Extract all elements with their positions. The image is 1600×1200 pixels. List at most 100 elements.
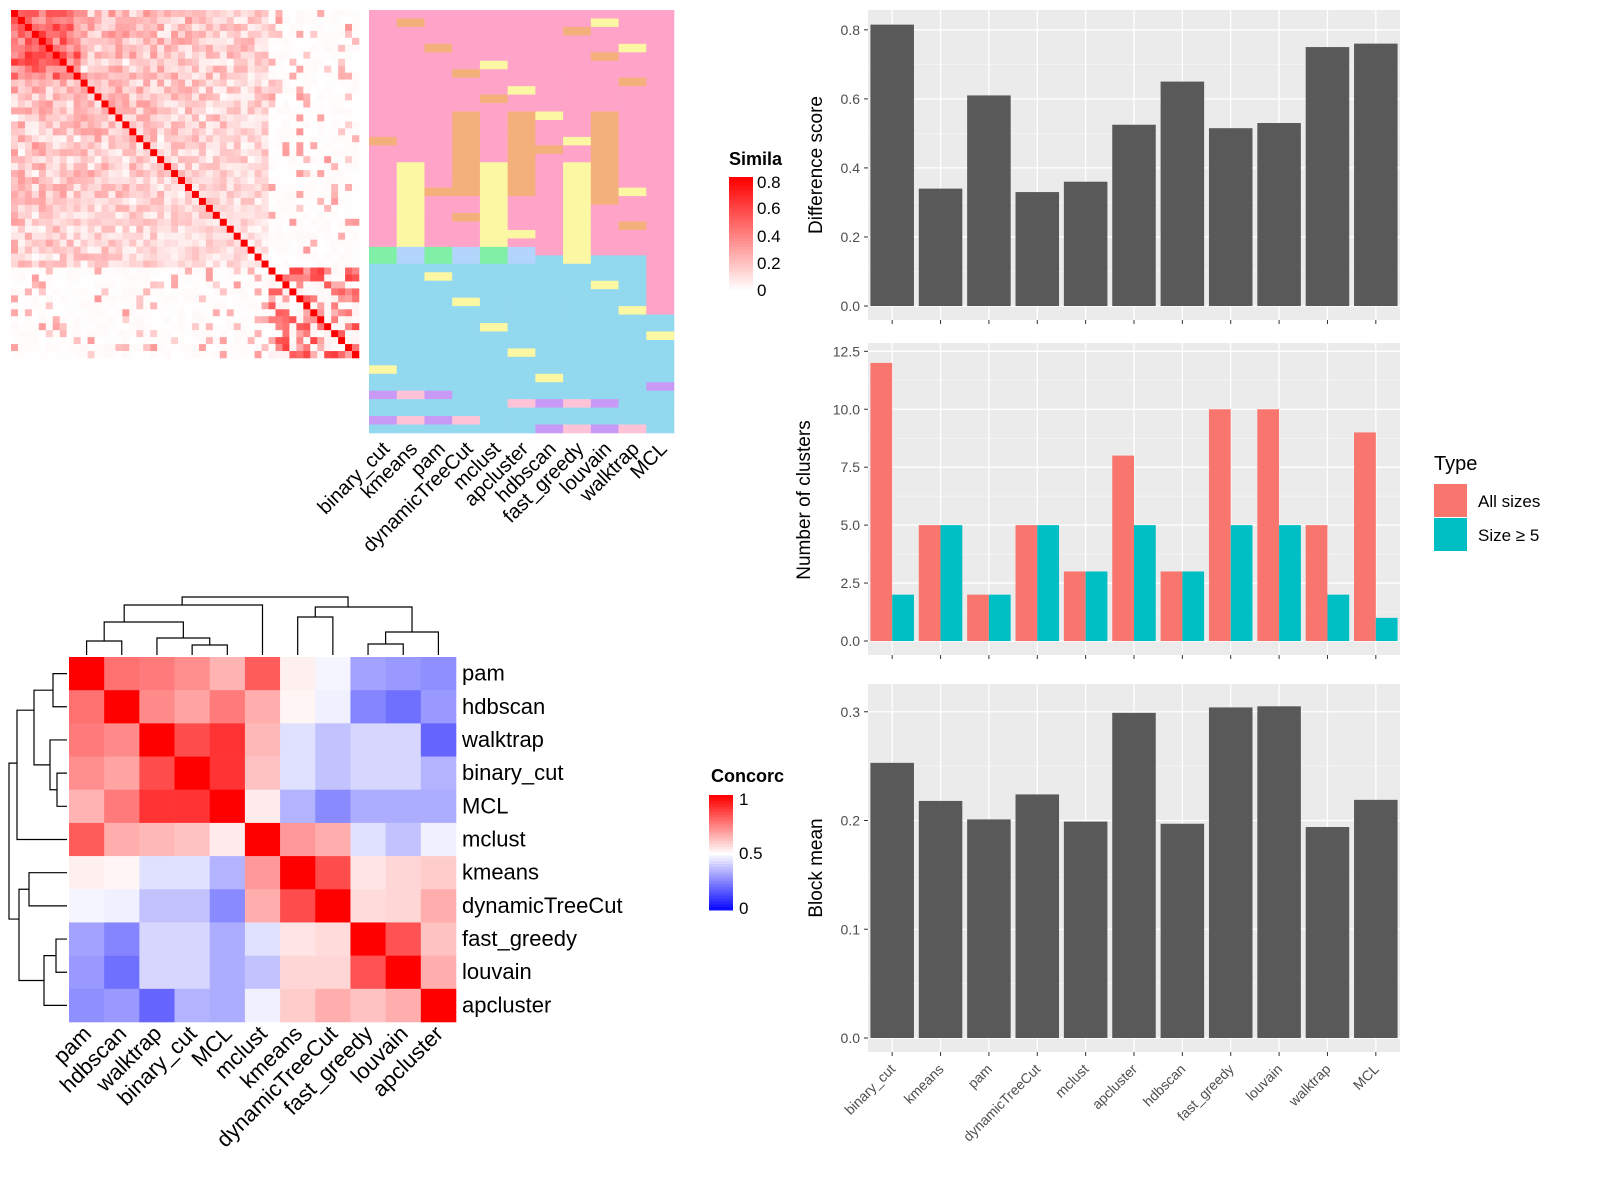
- similarity-cell: [87, 58, 95, 66]
- similarity-cell: [66, 51, 74, 60]
- concordance-cell: [420, 789, 457, 824]
- similarity-cell: [24, 323, 33, 331]
- similarity-cell: [198, 260, 207, 268]
- annotation-cell: [396, 407, 425, 417]
- similarity-cell: [122, 330, 130, 338]
- similarity-cell: [31, 232, 40, 240]
- similarity-cell: [233, 44, 241, 53]
- similarity-cell: [338, 86, 346, 94]
- similarity-cell: [261, 232, 269, 240]
- similarity-cell: [212, 10, 221, 18]
- similarity-cell: [317, 197, 325, 206]
- similarity-cell: [324, 121, 332, 129]
- similarity-cell: [310, 100, 318, 108]
- similarity-cell: [338, 114, 346, 122]
- similarity-cell: [338, 232, 346, 240]
- similarity-cell: [185, 218, 193, 227]
- similarity-cell: [73, 295, 81, 303]
- annotation-cell: [563, 213, 592, 222]
- similarity-cell: [164, 72, 172, 80]
- similarity-cell: [219, 128, 228, 136]
- bar-all-sizes: [1063, 571, 1086, 641]
- bar-all-sizes: [1112, 455, 1134, 641]
- similarity-cell: [17, 267, 26, 275]
- similarity-cell: [143, 316, 151, 324]
- annotation-cell: [563, 136, 592, 146]
- similarity-cell: [247, 37, 255, 46]
- similarity-cell: [275, 260, 283, 268]
- similarity-cell: [108, 107, 116, 115]
- similarity-cell: [178, 190, 186, 199]
- similarity-cell: [205, 330, 214, 338]
- annotation-cell: [618, 348, 647, 358]
- annotation-cell: [563, 60, 592, 70]
- similarity-cell: [296, 309, 304, 317]
- similarity-cell: [233, 65, 241, 73]
- similarity-cell: [317, 44, 325, 53]
- similarity-cell: [282, 204, 290, 213]
- annotation-cell: [479, 424, 508, 434]
- similarity-cell: [233, 316, 241, 324]
- similarity-cell: [178, 330, 186, 338]
- annotation-cell: [452, 213, 481, 222]
- y-tick-label: 0.3: [841, 704, 861, 720]
- similarity-cell: [17, 344, 26, 352]
- similarity-cell: [226, 170, 235, 178]
- similarity-cell: [164, 211, 172, 220]
- similarity-cell: [282, 288, 290, 296]
- annotation-cell: [535, 399, 564, 408]
- similarity-cell: [178, 170, 186, 178]
- concordance-cell: [139, 988, 175, 1023]
- similarity-cell: [73, 10, 81, 18]
- similarity-cell: [219, 211, 228, 220]
- similarity-cell: [352, 260, 360, 268]
- similarity-cell: [268, 225, 276, 234]
- similarity-cell: [150, 211, 158, 220]
- similarity-legend-gradient-band: [729, 275, 753, 279]
- similarity-cell: [164, 260, 172, 268]
- similarity-cell: [164, 93, 172, 101]
- similarity-cell: [240, 93, 248, 101]
- similarity-cell: [289, 274, 297, 282]
- similarity-cell: [289, 295, 297, 303]
- annotation-cell: [590, 331, 619, 341]
- similarity-cell: [11, 351, 19, 359]
- similarity-cell: [59, 232, 67, 240]
- similarity-cell: [157, 10, 165, 18]
- similarity-cell: [185, 128, 193, 136]
- similarity-cell: [261, 267, 269, 275]
- similarity-cell: [157, 23, 165, 32]
- similarity-cell: [94, 211, 102, 220]
- similarity-cell: [275, 58, 283, 66]
- similarity-cell: [247, 330, 255, 338]
- similarity-cell: [108, 351, 116, 359]
- similarity-cell: [331, 344, 339, 352]
- annotation-cell: [452, 416, 481, 425]
- similarity-cell: [129, 330, 137, 338]
- similarity-cell: [310, 114, 318, 122]
- similarity-cell: [73, 337, 81, 345]
- similarity-cell: [303, 197, 311, 206]
- similarity-cell: [233, 253, 241, 261]
- annotation-cell: [563, 382, 592, 391]
- concordance-cell: [350, 822, 386, 857]
- similarity-cell: [212, 135, 221, 143]
- similarity-cell: [108, 79, 116, 87]
- similarity-cell: [233, 51, 241, 60]
- similarity-cell: [94, 184, 102, 192]
- concordance-row-label: mclust: [462, 827, 526, 852]
- similarity-cell: [52, 107, 61, 115]
- similarity-cell: [59, 79, 67, 87]
- similarity-cell: [275, 323, 283, 331]
- similarity-cell: [191, 351, 200, 359]
- similarity-cell: [45, 274, 54, 282]
- similarity-cell: [261, 58, 269, 66]
- annotation-cell: [507, 43, 536, 53]
- similarity-cell: [11, 184, 19, 192]
- annotation-cell: [618, 18, 647, 28]
- annotation-cell: [590, 145, 619, 155]
- similarity-cell: [73, 253, 81, 261]
- similarity-cell: [52, 58, 61, 66]
- similarity-cell: [191, 225, 200, 234]
